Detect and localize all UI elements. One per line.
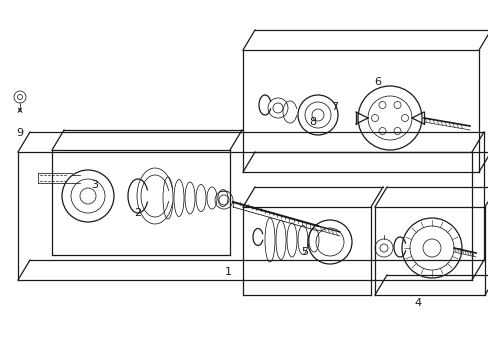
Text: 5: 5 xyxy=(301,247,308,257)
Text: 9: 9 xyxy=(17,128,23,138)
Text: 4: 4 xyxy=(414,298,421,308)
Text: 6: 6 xyxy=(374,77,381,87)
Text: 7: 7 xyxy=(331,102,338,112)
Text: 3: 3 xyxy=(91,180,98,190)
Text: 1: 1 xyxy=(224,267,231,277)
Text: 8: 8 xyxy=(309,117,316,127)
Text: 2: 2 xyxy=(134,208,141,218)
